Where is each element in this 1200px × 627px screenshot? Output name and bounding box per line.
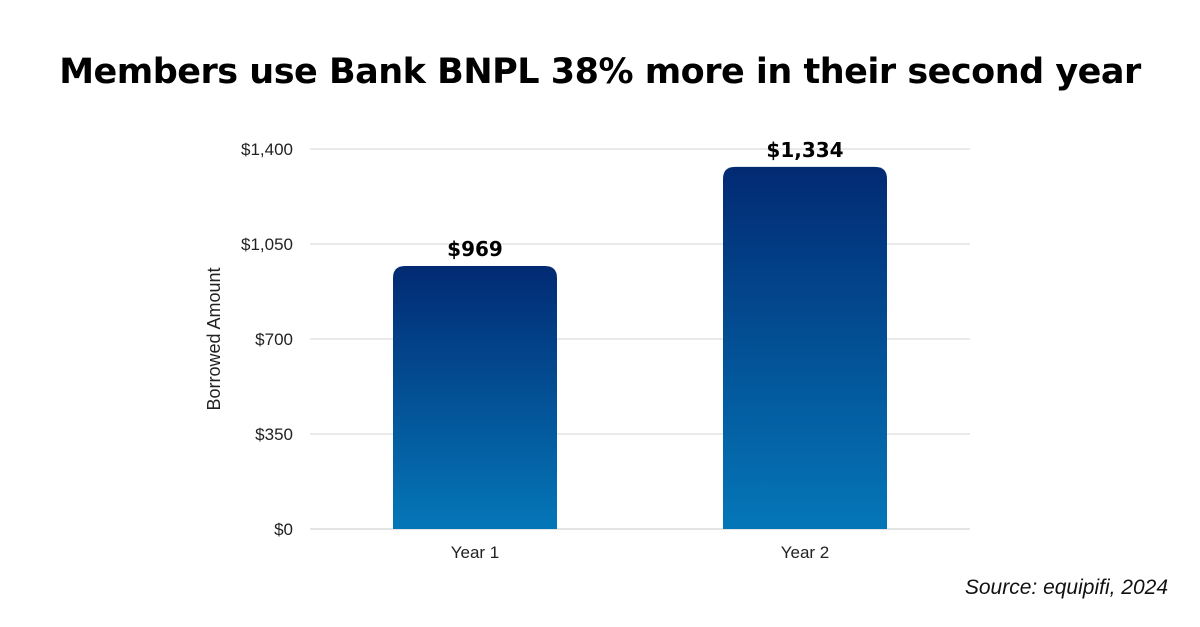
y-axis-title: Borrowed Amount <box>204 267 224 410</box>
y-tick-label: $700 <box>255 330 293 349</box>
y-tick-label: $1,050 <box>241 235 293 254</box>
data-labels: $969 $1,334 <box>447 138 843 261</box>
bar-year-1 <box>393 265 557 529</box>
bars <box>393 166 887 529</box>
y-axis-ticks: $0 $350 $700 $1,050 $1,400 <box>241 140 293 539</box>
y-tick-label: $350 <box>255 425 293 444</box>
data-label: $969 <box>447 237 503 261</box>
y-tick-label: $0 <box>274 520 293 539</box>
bar-year-2 <box>723 166 887 529</box>
chart-title: Members use Bank BNPL 38% more in their … <box>59 52 1141 92</box>
x-category-label: Year 1 <box>451 543 500 562</box>
x-axis-categories: Year 1 Year 2 <box>451 543 830 562</box>
x-category-label: Year 2 <box>781 543 830 562</box>
source-note: Source: equipifi, 2024 <box>964 576 1168 599</box>
y-tick-label: $1,400 <box>241 140 293 159</box>
data-label: $1,334 <box>766 138 843 162</box>
